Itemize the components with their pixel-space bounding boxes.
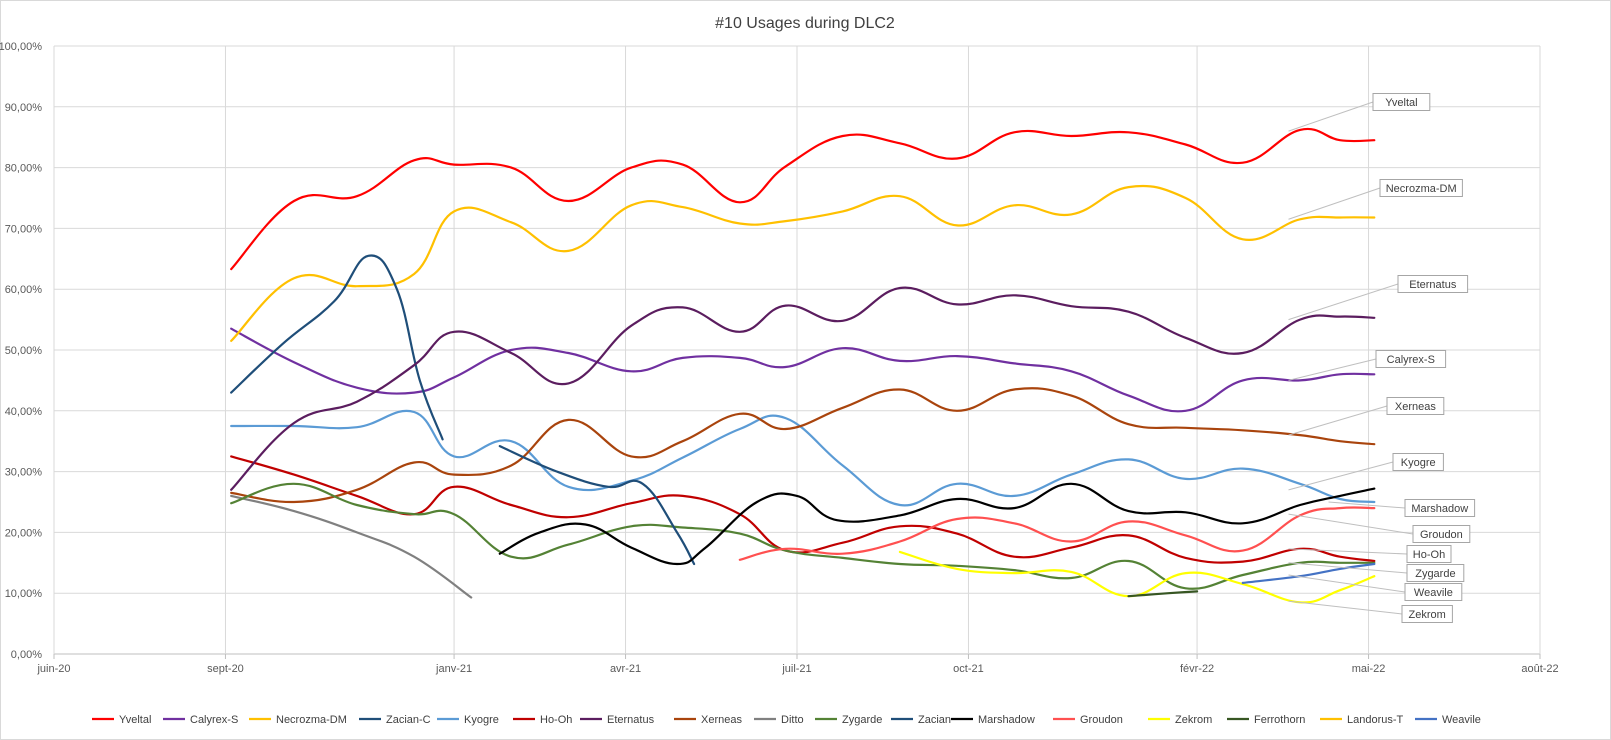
annotation-label: Weavile (1414, 587, 1453, 599)
legend-yveltal-label: Yveltal (119, 714, 151, 726)
y-tick-label: 30,00% (5, 467, 43, 479)
annotation-label: Kyogre (1401, 457, 1436, 469)
x-tick-label: août-22 (1521, 663, 1558, 675)
series-layer (230, 127, 1376, 604)
legend-zacian-c-label: Zacian-C (386, 714, 431, 726)
legend-zygarde-label: Zygarde (842, 714, 882, 726)
legend-weavile-label: Weavile (1442, 714, 1481, 726)
series-line-ho-oh (230, 455, 1376, 564)
annotation-leader (1288, 187, 1381, 220)
x-tick-label: oct-21 (953, 663, 984, 675)
annotation-leader (1288, 600, 1403, 615)
annotation-label: Yveltal (1385, 97, 1417, 109)
annotation-box (1372, 93, 1431, 111)
annotation-leader (1288, 358, 1377, 381)
annotation-box (1397, 275, 1469, 293)
legend-ho-oh-label: Ho-Oh (540, 714, 572, 726)
series-line-eternatus (230, 286, 1376, 491)
annotation-box (1404, 583, 1463, 601)
annotation-label: Calyrex-S (1387, 354, 1435, 366)
y-tick-label: 60,00% (5, 284, 43, 296)
chart-title: #10 Usages during DLC2 (715, 15, 895, 32)
annotation-label: Ho-Oh (1413, 549, 1445, 561)
annotation-box (1406, 545, 1452, 563)
annotation-label: Eternatus (1409, 279, 1457, 291)
y-tick-label: 80,00% (5, 163, 43, 175)
annotation-leader (1328, 501, 1406, 509)
series-line-zacian-c (230, 254, 444, 441)
legend-landorus-t-label: Landorus-T (1347, 714, 1404, 726)
legend-ditto-label: Ditto (781, 714, 804, 726)
legend-groudon-label: Groudon (1080, 714, 1123, 726)
series-line-zygarde (230, 482, 1376, 590)
annotation-leader (1288, 574, 1406, 593)
series-line-xerneas (230, 387, 1376, 504)
annotation-leader (1288, 562, 1408, 574)
series-line-groudon (738, 506, 1376, 561)
legend-ferrothorn-label: Ferrothorn (1254, 714, 1305, 726)
annotation-leader (1288, 283, 1399, 321)
x-tick-label: juin-20 (36, 663, 70, 675)
series-line-kyogre (230, 409, 1376, 507)
legend-kyogre-label: Kyogre (464, 714, 499, 726)
series-line-calyrex-s (230, 327, 1376, 413)
annotation-layer: Yveltal Necrozma-DM Eternatus Calyrex-S Xern… (1288, 93, 1476, 623)
series-line-zekrom (898, 550, 1376, 604)
annotation-label: Necrozma-DM (1386, 183, 1457, 195)
legend-necrozma-dm-label: Necrozma-DM (276, 714, 347, 726)
annotation-leader (1288, 101, 1374, 132)
annotation-label: Xerneas (1395, 401, 1436, 413)
gridlines (53, 45, 1541, 659)
series-line-necrozma-dm (230, 184, 1376, 342)
y-tick-label: 40,00% (5, 406, 43, 418)
axis-labels: 0,00% 10,00% 20,00% 30,00% 40,00% 50,00% 60,00… (0, 41, 1559, 675)
y-tick-label: 50,00% (5, 345, 43, 357)
annotation-label: Zekrom (1409, 609, 1446, 621)
annotation-label: Zygarde (1415, 568, 1455, 580)
annotation-box (1375, 350, 1447, 368)
annotation-leader (1288, 513, 1414, 535)
annotation-leader (1288, 461, 1394, 491)
annotation-box (1379, 179, 1463, 197)
series-line-zacian (498, 445, 696, 566)
y-tick-label: 90,00% (5, 102, 43, 114)
x-tick-label: avr-21 (610, 663, 641, 675)
legend: Yveltal Calyrex-S Necrozma-DM Zacian-C Kyogr… (92, 714, 1481, 726)
legend-zekrom-label: Zekrom (1175, 714, 1212, 726)
series-line-ferrothorn (1127, 590, 1199, 598)
legend-xerneas-label: Xerneas (701, 714, 742, 726)
x-tick-label: mai-22 (1352, 663, 1386, 675)
annotation-box (1406, 564, 1465, 582)
series-line-yveltal (230, 127, 1376, 271)
annotation-box (1404, 499, 1476, 517)
legend-eternatus-label: Eternatus (607, 714, 655, 726)
series-line-marshadow (498, 482, 1376, 566)
annotation-box (1392, 453, 1444, 471)
x-tick-label: sept-20 (207, 663, 244, 675)
series-line-ditto (230, 494, 473, 599)
y-tick-label: 0,00% (11, 649, 42, 661)
annotation-box (1401, 605, 1453, 623)
annotation-leader (1288, 405, 1388, 436)
y-tick-label: 20,00% (5, 527, 43, 539)
legend-calyrex-s-label: Calyrex-S (190, 714, 238, 726)
y-tick-label: 70,00% (5, 223, 43, 235)
annotation-label: Marshadow (1411, 503, 1468, 515)
legend-zacian-label: Zacian (918, 714, 951, 726)
series-line-weavile (1241, 562, 1376, 584)
annotation-leader (1288, 548, 1408, 555)
annotation-box (1412, 525, 1471, 543)
x-tick-label: janv-21 (435, 663, 472, 675)
x-tick-label: févr-22 (1180, 663, 1214, 675)
legend-marshadow-label: Marshadow (978, 714, 1035, 726)
annotation-box (1386, 397, 1445, 415)
y-tick-label: 10,00% (5, 588, 43, 600)
x-tick-label: juil-21 (781, 663, 811, 675)
y-tick-label: 100,00% (0, 41, 42, 53)
annotation-label: Groudon (1420, 529, 1463, 541)
